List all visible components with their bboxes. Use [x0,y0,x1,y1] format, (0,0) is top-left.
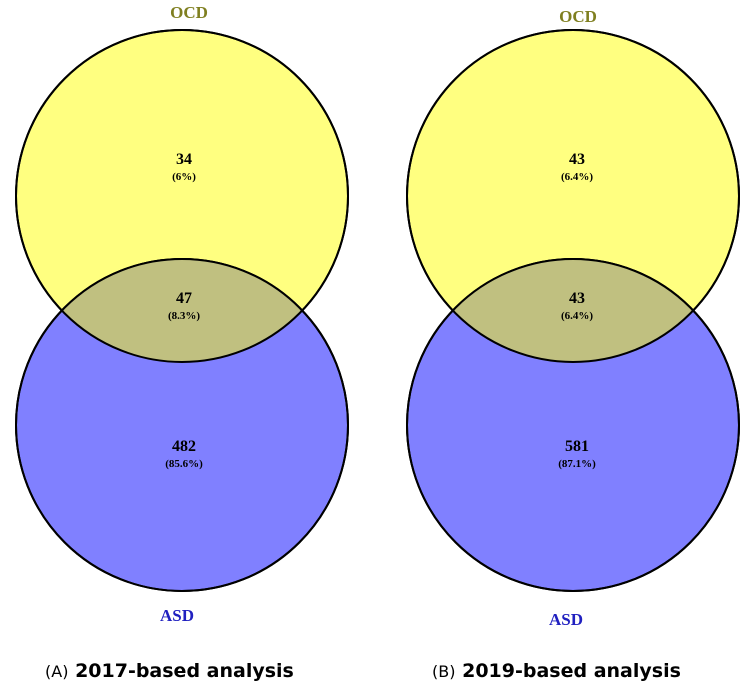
venn-panel-a: OCD 34 (6%) 47 (8.3%) 482 (85.6%) ASD [15,3,349,625]
asd-outline [406,258,740,592]
ocd-only-count: 34 [176,151,192,168]
ocd-outline [15,29,349,363]
overlap-count: 43 [569,290,585,307]
ocd-only-count: 43 [569,151,585,168]
ocd-set-label: OCD [559,7,597,26]
asd-only-count: 482 [172,438,196,455]
overlap-percent: (6.4%) [561,310,593,322]
caption-text: 2017-based analysis [75,660,294,682]
ocd-set-label: OCD [170,3,208,22]
ocd-only-percent: (6%) [172,171,196,183]
caption-text: 2019-based analysis [462,660,681,682]
asd-only-count: 581 [565,438,589,455]
venn-panel-b: OCD 43 (6.4%) 43 (6.4%) 581 (87.1%) ASD [406,7,740,629]
caption-a: (A) 2017-based analysis [45,660,294,682]
ocd-outline [406,29,740,363]
asd-set-label: ASD [160,606,194,625]
overlap-count: 47 [176,290,192,307]
caption-prefix: (B) [432,662,456,681]
asd-set-label: ASD [549,610,583,629]
asd-only-percent: (85.6%) [165,458,203,470]
overlap-percent: (8.3%) [168,310,200,322]
asd-only-percent: (87.1%) [558,458,596,470]
ocd-only-percent: (6.4%) [561,171,593,183]
caption-b: (B) 2019-based analysis [432,660,681,682]
caption-prefix: (A) [45,662,69,681]
asd-outline [15,258,349,592]
